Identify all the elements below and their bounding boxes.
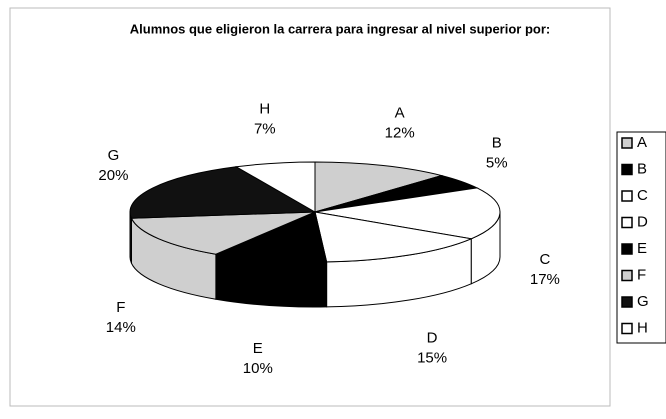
legend-label: E [637,240,647,257]
pie-slice [129,166,317,219]
data-label-category: H [259,100,270,117]
legend-label: C [637,187,648,204]
legend-swatch [621,269,633,282]
legend-label: G [637,293,649,310]
legend-label: A [637,134,647,151]
data-label-category: F [116,299,125,316]
data-label: 17% [530,271,560,288]
data-label-category: C [539,251,550,268]
data-label: 20% [98,167,128,184]
legend-swatch [621,190,633,202]
data-label-category: A [395,105,405,122]
data-label-category: D [427,330,438,347]
data-label-category: B [492,135,502,152]
legend-swatch [621,216,633,229]
data-label: 7% [254,120,276,137]
pie-slice-side [129,211,132,264]
pie-slice [234,161,316,213]
pie-slice [314,161,444,213]
pie-slice [214,211,328,263]
data-label: 15% [417,350,447,367]
legend-swatch [621,296,633,308]
chart-title: Alumnos que eligieron la carrera para in… [130,21,550,36]
data-label: 14% [106,319,136,336]
legend-swatch [621,163,633,176]
data-label: 12% [385,125,415,142]
legend-label: B [637,160,647,177]
legend-label: F [637,266,646,283]
pie-slice [130,211,316,255]
pie-slice [314,211,473,263]
data-label: 10% [243,360,273,377]
legend-swatch [621,322,633,335]
data-label-category: E [253,340,263,357]
legend-label: D [637,213,648,230]
legend-label: H [637,319,648,336]
data-label: 5% [486,155,508,172]
legend-swatch [621,137,633,149]
data-label-category: G [108,147,120,164]
legend-swatch [621,243,633,255]
pie-slice [314,187,501,240]
